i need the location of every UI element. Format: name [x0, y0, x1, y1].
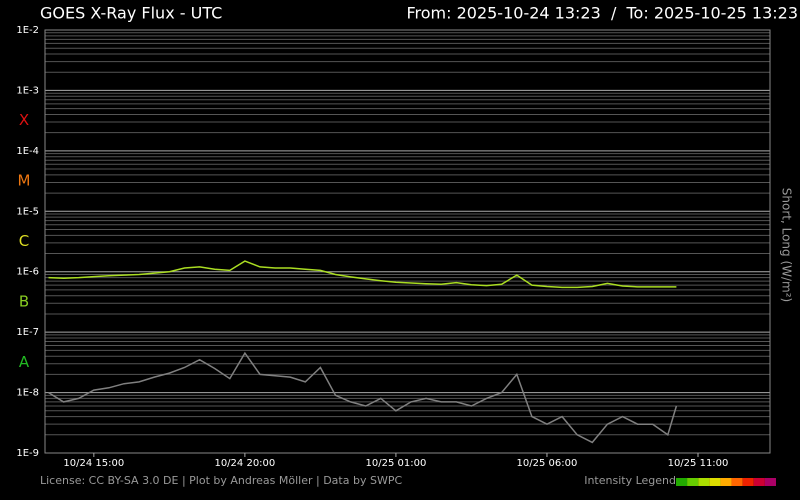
- x-tick-label: 10/25 06:00: [517, 458, 578, 469]
- flare-class-label: B: [19, 292, 29, 310]
- y-tick-label: 1E-6: [16, 267, 39, 278]
- legend-swatch: [753, 478, 765, 486]
- x-tick-label: 10/24 20:00: [214, 458, 275, 469]
- y-tick-label: 1E-4: [16, 146, 39, 157]
- flare-class-label: C: [19, 232, 29, 250]
- range-label: From: 2025-10-24 13:23 / To: 2025-10-25 …: [406, 4, 798, 23]
- series-line: [48, 351, 678, 444]
- legend-swatch: [676, 478, 688, 486]
- flare-class-label: M: [18, 172, 31, 190]
- y-tick-label: 1E-3: [16, 85, 39, 96]
- footer: License: CC BY-SA 3.0 DE | Plot by Andre…: [40, 474, 402, 487]
- x-tick-label: 10/24 15:00: [63, 458, 124, 469]
- y-tick-label: 1E-5: [16, 206, 39, 217]
- flare-class-label: X: [19, 111, 29, 129]
- y-axis-label: Short, Long (W/m²): [780, 188, 794, 302]
- legend-swatch: [687, 478, 699, 486]
- chart-title: GOES X-Ray Flux - UTC: [40, 4, 222, 23]
- legend-swatch: [742, 478, 754, 486]
- flare-class-label: A: [19, 353, 30, 371]
- y-tick-label: 1E-2: [16, 25, 39, 36]
- y-tick-label: 1E-8: [16, 388, 39, 399]
- y-tick-label: 1E-7: [16, 327, 39, 338]
- legend-swatch: [764, 478, 776, 486]
- legend-swatch: [720, 478, 732, 486]
- legend-swatch: [709, 478, 721, 486]
- legend-label: Intensity Legend: [584, 474, 676, 487]
- x-tick-label: 10/25 01:00: [366, 458, 427, 469]
- y-tick-label: 1E-9: [16, 448, 39, 459]
- legend-swatch: [698, 478, 710, 486]
- plot-frame: [44, 29, 771, 454]
- series-line: [48, 260, 677, 289]
- legend-swatch: [731, 478, 743, 486]
- x-tick-label: 10/25 11:00: [668, 458, 729, 469]
